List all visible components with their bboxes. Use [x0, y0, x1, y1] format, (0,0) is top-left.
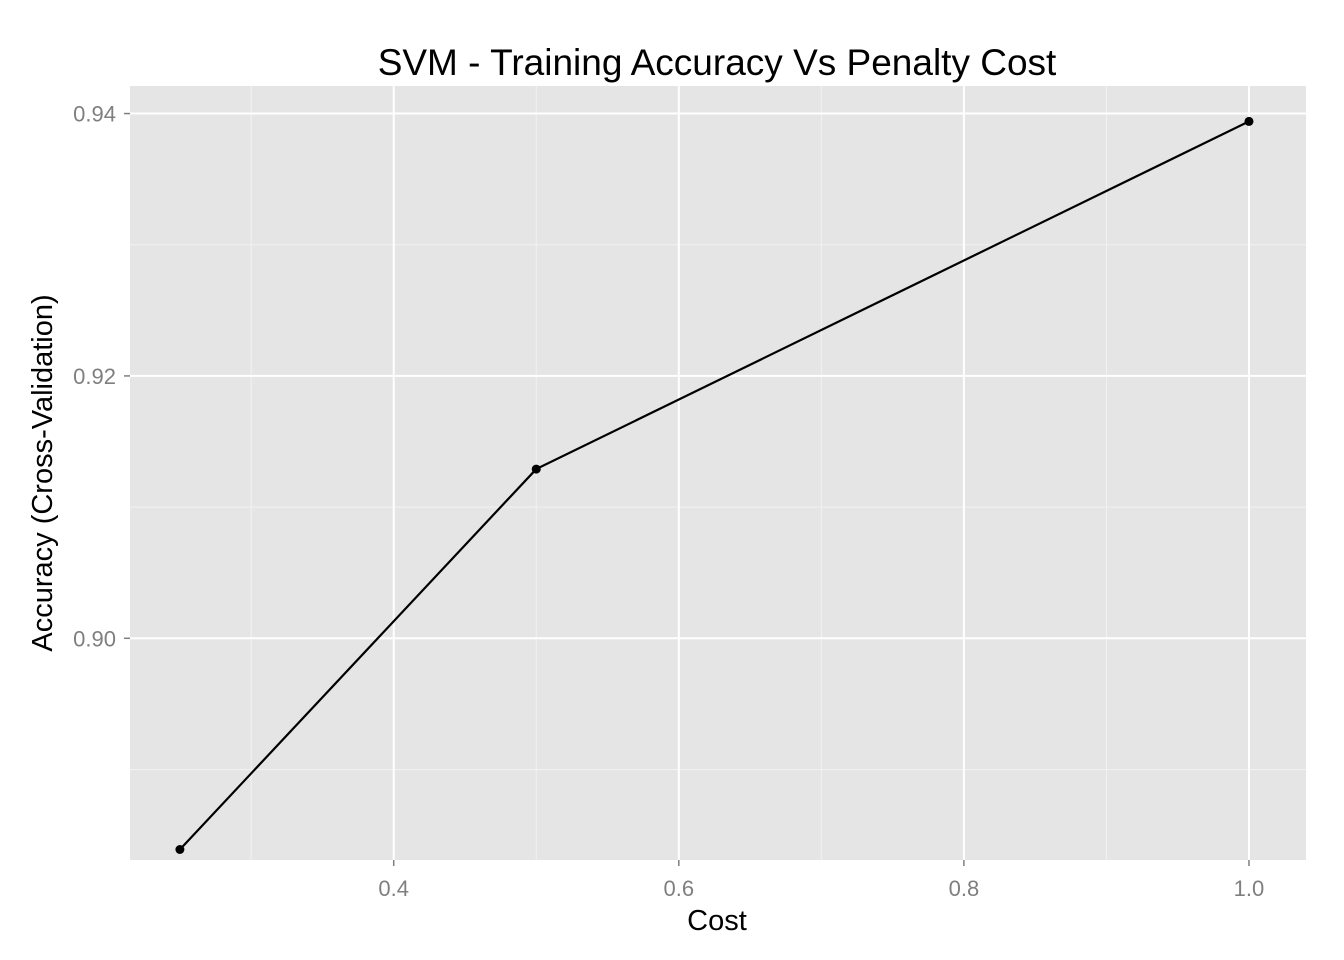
data-point: [531, 464, 541, 474]
plot-panel: [130, 86, 1306, 860]
y-tick-label: 0.92: [73, 364, 116, 389]
x-axis-title: Cost: [687, 905, 747, 937]
x-tick-label: 0.6: [664, 876, 695, 901]
grid-major: [130, 86, 1306, 860]
y-tick-label: 0.94: [73, 102, 116, 127]
grid-minor: [130, 86, 1306, 860]
data-point: [175, 845, 185, 855]
axis-ticks: [124, 112, 1250, 866]
series-layer: [175, 116, 1254, 855]
y-axis-title: Accuracy (Cross-Validation): [27, 294, 59, 651]
y-tick-labels: 0.90 0.92 0.94: [73, 102, 116, 652]
x-tick-label: 0.8: [949, 876, 980, 901]
data-point: [1244, 116, 1254, 126]
x-tick-label: 0.4: [378, 876, 409, 901]
x-tick-labels: 0.4 0.6 0.8 1.0: [378, 876, 1264, 901]
y-tick-label: 0.90: [73, 626, 116, 651]
chart-title: SVM - Training Accuracy Vs Penalty Cost: [378, 42, 1057, 83]
x-tick-label: 1.0: [1234, 876, 1265, 901]
